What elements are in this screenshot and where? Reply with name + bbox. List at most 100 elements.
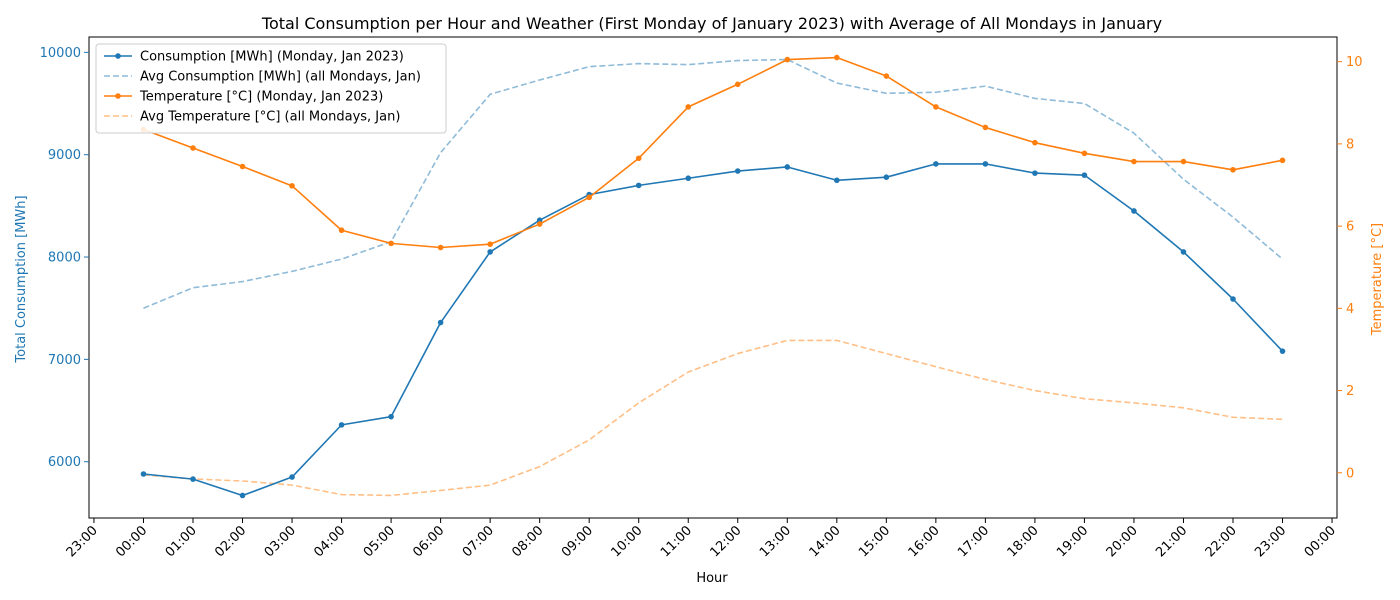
chart-title: Total Consumption per Hour and Weather (… xyxy=(261,14,1162,33)
series-0-point xyxy=(536,217,543,223)
series-0-point xyxy=(487,249,493,255)
series-0-point xyxy=(933,161,939,167)
y-left-tick-label: 10000 xyxy=(40,46,81,61)
x-tick-label: 01:00 xyxy=(163,523,200,560)
series-0-point xyxy=(239,492,246,499)
legend: Consumption [MWh] (Monday, Jan 2023) Avg … xyxy=(95,43,447,134)
series-0-point xyxy=(834,177,840,184)
series-line-2 xyxy=(143,56,1283,249)
series-line-0 xyxy=(143,163,1284,497)
series-2-point xyxy=(1131,158,1137,165)
legend-label-2: Temperature [°C] (Monday, Jan 2023) xyxy=(139,90,383,105)
series-2-point xyxy=(1081,150,1088,157)
y-left-tick-label: 8000 xyxy=(48,251,81,266)
x-tick-label: 12:00 xyxy=(707,523,744,560)
y-left-tick-label: 9000 xyxy=(48,148,81,163)
x-tick-label: 09:00 xyxy=(559,523,596,560)
series-2-point xyxy=(1180,158,1187,165)
series-2-point xyxy=(834,54,840,61)
series-2-point xyxy=(437,244,444,251)
x-tick-label: 16:00 xyxy=(906,523,943,560)
x-tick-label: 10:00 xyxy=(608,523,645,560)
y-right-tick-label: 10 xyxy=(1346,55,1363,70)
series-0-point xyxy=(1180,249,1187,255)
x-tick-label: 15:00 xyxy=(856,523,893,560)
series-0-point xyxy=(1131,208,1137,214)
x-tick-label: 23:00 xyxy=(1252,523,1289,560)
series-0-point xyxy=(883,174,890,181)
legend-label-0: Consumption [MWh] (Monday, Jan 2023) xyxy=(140,50,404,65)
series-0-point xyxy=(1081,172,1088,178)
series-2-point xyxy=(586,194,592,201)
y-right-tick-label: 8 xyxy=(1346,137,1354,152)
x-tick-label: 22:00 xyxy=(1203,523,1240,560)
y-axis-right-title: Temperature [°C] xyxy=(1370,223,1385,336)
x-tick-label: 11:00 xyxy=(658,523,695,560)
series-line-3 xyxy=(143,339,1283,497)
series-2-point xyxy=(635,155,642,162)
y-axis-right: 0 2 4 6 8 10 xyxy=(1337,55,1363,481)
x-tick-label: 13:00 xyxy=(757,523,794,560)
series-2-point xyxy=(536,221,543,227)
y-right-tick-label: 6 xyxy=(1346,220,1354,235)
series-2-point xyxy=(685,104,692,110)
series-2-point xyxy=(289,183,295,189)
series-0-point xyxy=(140,471,147,477)
series-2-point xyxy=(388,240,394,247)
series-2-point xyxy=(883,73,890,79)
series-2-point xyxy=(1032,139,1038,146)
series-2-point xyxy=(190,145,196,151)
x-tick-label: 07:00 xyxy=(460,523,497,560)
series-2-point xyxy=(487,241,493,247)
series-2-point xyxy=(933,104,939,110)
x-tick-label: 21:00 xyxy=(1153,523,1190,560)
series-0-point xyxy=(1279,348,1286,354)
series-2-point xyxy=(239,163,246,170)
series-0-point xyxy=(784,164,791,170)
y-left-tick-label: 6000 xyxy=(48,455,81,470)
series-0-point xyxy=(1230,296,1236,302)
series-0-point xyxy=(635,182,642,189)
y-right-tick-label: 2 xyxy=(1346,384,1354,399)
series-2-point xyxy=(734,81,741,88)
x-tick-label: 05:00 xyxy=(361,523,398,560)
legend-marker-2 xyxy=(115,93,121,99)
series-2-point xyxy=(982,124,989,131)
x-tick-label: 04:00 xyxy=(311,523,348,560)
x-tick-label: 02:00 xyxy=(212,523,249,560)
series-0-point xyxy=(982,161,989,167)
x-tick-label: 14:00 xyxy=(807,523,844,560)
legend-box xyxy=(95,43,447,134)
legend-label-1: Avg Consumption [MWh] (all Mondays, Jan) xyxy=(140,70,421,85)
series-2-point xyxy=(1279,157,1286,164)
plot-layer xyxy=(140,54,1286,499)
series-2-point xyxy=(784,56,791,63)
y-axis-left-title: Total Consumption [MWh] xyxy=(14,195,29,363)
series-0-point xyxy=(734,168,741,174)
series-0-point xyxy=(437,319,444,326)
series-0-point xyxy=(1032,170,1038,176)
y-right-tick-label: 0 xyxy=(1346,466,1354,481)
x-tick-label: 00:00 xyxy=(113,523,150,560)
series-0-point xyxy=(190,476,196,482)
series-2-point xyxy=(338,227,345,234)
x-tick-label: 03:00 xyxy=(262,523,299,560)
legend-marker-0 xyxy=(115,53,121,59)
x-axis-title: Hour xyxy=(696,571,728,586)
x-axis: 23:00 00:00 01:00 02:00 03:00 04:00 05:00 06:00… xyxy=(64,518,1339,560)
x-tick-label: 08:00 xyxy=(509,523,546,560)
x-tick-label: 20:00 xyxy=(1104,523,1141,560)
x-tick-label: 17:00 xyxy=(955,523,992,560)
legend-label-3: Avg Temperature [°C] (all Mondays, Jan) xyxy=(140,110,400,125)
x-tick-label: 00:00 xyxy=(1302,523,1339,560)
series-0-point xyxy=(388,413,394,420)
series-line-1 xyxy=(143,58,1284,309)
y-right-tick-label: 4 xyxy=(1346,302,1354,317)
y-left-tick-label: 7000 xyxy=(48,353,81,368)
series-0-point xyxy=(338,422,345,428)
series-2-point xyxy=(1230,166,1236,173)
x-tick-label: 19:00 xyxy=(1054,523,1091,560)
y-axis-left: 6000 7000 8000 9000 10000 xyxy=(40,46,89,470)
